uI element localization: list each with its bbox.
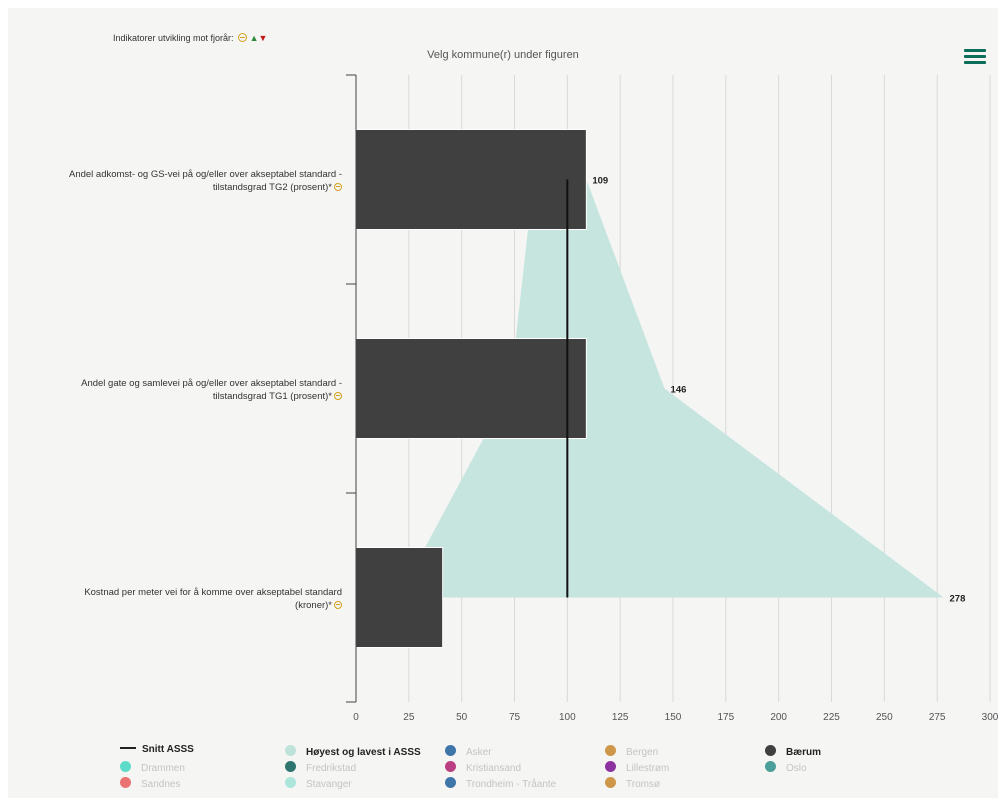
- legend-item[interactable]: Høyest og lavest i ASSS: [285, 744, 421, 758]
- neutral-indicator-icon: [238, 33, 248, 42]
- legend-dot-icon: [285, 777, 296, 788]
- legend-item[interactable]: Asker: [445, 744, 492, 758]
- category-label: Kostnad per meter vei for å komme over a…: [22, 586, 342, 612]
- category-label-line: (kroner)*: [295, 599, 332, 611]
- hamburger-menu-icon[interactable]: [964, 49, 986, 67]
- legend-label: Tromsø: [626, 779, 661, 790]
- legend: Snitt ASSS Høyest og lavest i ASSS Asker Be…: [0, 742, 1006, 792]
- x-tick-label: 300: [982, 712, 999, 723]
- legend-dot-icon: [445, 745, 456, 756]
- legend-item[interactable]: Stavanger: [285, 776, 352, 790]
- legend-label: Høyest og lavest i ASSS: [306, 747, 421, 758]
- bar: [355, 338, 587, 439]
- category-label: Andel gate og samlevei på og/eller over …: [22, 377, 342, 403]
- legend-item[interactable]: Bergen: [605, 744, 658, 758]
- legend-label: Stavanger: [306, 779, 352, 790]
- category-label-line: Kostnad per meter vei for å komme over a…: [84, 586, 342, 598]
- neutral-indicator-icon: [334, 391, 342, 400]
- legend-label: Lillestrøm: [626, 763, 670, 774]
- down-arrow-icon: ▼: [258, 33, 268, 43]
- legend-label: Bergen: [626, 747, 659, 758]
- legend-label: Sandnes: [141, 779, 181, 790]
- range-area: [398, 179, 944, 598]
- legend-dot-icon: [605, 777, 616, 788]
- legend-item[interactable]: Snitt ASSS: [120, 744, 194, 755]
- legend-item[interactable]: Trondheim - Tråante: [445, 776, 556, 790]
- data-label: 109: [592, 176, 608, 187]
- legend-item[interactable]: Kristiansand: [445, 760, 521, 774]
- legend-line-icon: [120, 747, 136, 749]
- chart-subtitle: Velg kommune(r) under figuren: [427, 49, 579, 61]
- category-label-line: Andel gate og samlevei på og/eller over …: [81, 377, 342, 389]
- legend-dot-icon: [765, 761, 776, 772]
- legend-item[interactable]: Oslo: [765, 760, 807, 774]
- bar: [355, 547, 444, 648]
- neutral-indicator-icon: [334, 600, 342, 609]
- legend-dot-icon: [285, 745, 296, 756]
- legend-dot-icon: [605, 761, 616, 772]
- bar: [355, 129, 587, 230]
- neutral-indicator-icon: [334, 182, 342, 191]
- legend-label: Drammen: [141, 763, 185, 774]
- x-tick-label: 125: [612, 712, 629, 723]
- legend-label: Trondheim - Tråante: [466, 779, 557, 790]
- legend-dot-icon: [120, 777, 131, 788]
- x-tick-label: 75: [509, 712, 521, 723]
- x-tick-label: 100: [559, 712, 576, 723]
- x-tick-label: 275: [929, 712, 946, 723]
- x-tick-label: 250: [876, 712, 893, 723]
- x-tick-label: 200: [770, 712, 787, 723]
- legend-item[interactable]: Fredrikstad: [285, 760, 356, 774]
- up-arrow-icon: ▲: [249, 33, 259, 43]
- legend-dot-icon: [605, 745, 616, 756]
- legend-label: Kristiansand: [466, 763, 522, 774]
- category-label-line: Andel adkomst- og GS-vei på og/eller ove…: [68, 168, 342, 180]
- x-tick-label: 50: [456, 712, 468, 723]
- legend-label: Oslo: [786, 763, 807, 774]
- x-tick-label: 150: [665, 712, 682, 723]
- legend-dot-icon: [445, 761, 456, 772]
- legend-item[interactable]: Lillestrøm: [605, 760, 669, 774]
- legend-dot-icon: [445, 777, 456, 788]
- data-label: 146: [671, 385, 687, 396]
- legend-label: Fredrikstad: [306, 763, 357, 774]
- indicator-legend: Indikatorer utvikling mot fjorår: ▲▼: [113, 32, 267, 43]
- legend-item[interactable]: Tromsø: [605, 776, 660, 790]
- category-label: Andel adkomst- og GS-vei på og/eller ove…: [22, 168, 342, 194]
- legend-item[interactable]: Bærum: [765, 744, 821, 758]
- x-tick-label: 0: [353, 712, 359, 723]
- x-tick-label: 175: [717, 712, 734, 723]
- legend-item[interactable]: Drammen: [120, 760, 185, 774]
- x-tick-label: 25: [403, 712, 415, 723]
- legend-label: Bærum: [786, 747, 822, 758]
- category-label-line: tilstandsgrad TG1 (prosent)*: [212, 390, 332, 402]
- legend-label: Snitt ASSS: [142, 744, 194, 755]
- legend-dot-icon: [120, 761, 131, 772]
- indicator-text: Indikatorer utvikling mot fjorår:: [113, 33, 234, 43]
- legend-item[interactable]: Sandnes: [120, 776, 180, 790]
- category-label-line: tilstandsgrad TG2 (prosent)*: [212, 181, 332, 193]
- legend-dot-icon: [765, 745, 776, 756]
- x-tick-label: 225: [823, 712, 840, 723]
- data-label: 278: [950, 594, 966, 605]
- legend-dot-icon: [285, 761, 296, 772]
- legend-label: Asker: [466, 747, 492, 758]
